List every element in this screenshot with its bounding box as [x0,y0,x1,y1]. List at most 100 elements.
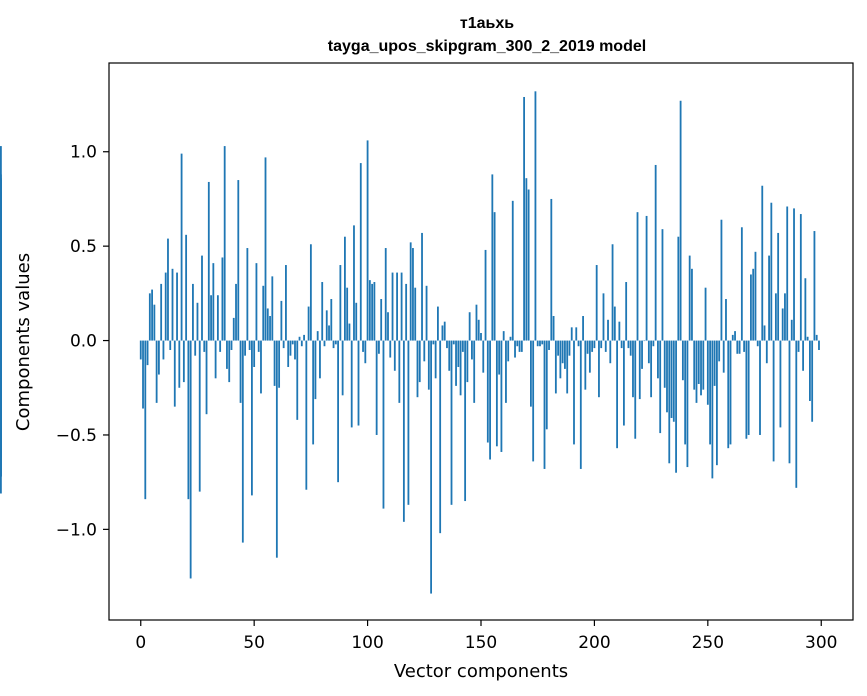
bars-group [0,91,820,594]
bar [294,340,296,360]
bar [271,276,274,341]
bar [160,283,163,341]
bar [216,295,219,341]
bar [598,340,600,398]
bar [557,340,560,356]
bar [718,340,721,362]
bar [162,340,165,360]
bar [323,340,326,347]
bar [187,340,190,500]
chart-subtitle: tayga_upos_skipgram_300_2_2019 model [328,38,646,55]
bar [579,340,582,469]
bar [348,323,351,341]
bar [412,248,414,341]
bar [684,340,687,445]
bar [616,340,618,449]
bar [716,340,718,466]
bar [446,340,448,349]
bar [686,340,689,468]
bar [309,244,312,341]
bar [806,336,809,341]
x-axis-label: Vector components [394,661,568,682]
bar [427,340,430,390]
bar [355,302,358,341]
bar [790,319,793,341]
bar [289,340,292,356]
bar [731,334,734,341]
bar [527,189,530,341]
y-axis-label: Components values [13,253,34,431]
bar [357,340,360,426]
bar [416,340,419,398]
bar [514,340,516,358]
bar [0,206,2,341]
bar [613,306,616,341]
bar [148,293,151,341]
bar [584,340,587,390]
bar [507,340,510,362]
bar [334,340,337,345]
bar [396,272,398,341]
bar [752,268,755,341]
bar [196,302,199,341]
bar [681,340,684,381]
bar [384,248,387,341]
bar [264,157,267,341]
bar [534,91,537,341]
bar [650,340,653,398]
bar [781,308,784,341]
bar [675,340,677,473]
bar [532,340,535,462]
bar [697,340,700,384]
bar [407,340,410,505]
bar [725,299,727,341]
bar [282,340,285,349]
bar [266,308,269,341]
bar [509,336,512,341]
bar [346,287,349,341]
x-tick-label: 200 [578,633,610,653]
bar [795,340,798,488]
bar [296,340,299,420]
bar [740,227,743,341]
bar [552,316,555,341]
x-tick-label: 250 [692,633,724,653]
bar [241,340,244,543]
x-tick-label: 300 [805,633,837,653]
bar [207,181,210,341]
bar [784,293,786,341]
bar [799,214,802,341]
bar [543,340,546,469]
bar [176,272,178,341]
bar [679,100,682,341]
y-tick-label: −0.5 [56,426,97,446]
bar [770,202,773,341]
bar [654,164,657,341]
bar [738,340,741,354]
bar [239,340,242,403]
bar [756,340,759,347]
x-tick-label: 100 [351,633,383,653]
bar [759,340,761,435]
bar [729,340,732,445]
bar [189,340,192,579]
bar [480,333,482,341]
bar [405,283,408,341]
bar [691,268,693,341]
bar [768,255,770,341]
bar [418,340,421,383]
bar [0,283,2,341]
bar [366,140,369,341]
bar [709,340,711,445]
bar [693,340,696,390]
bar [566,340,569,394]
bar [151,289,153,341]
bar [373,282,376,341]
bar [257,340,260,352]
bar [325,310,328,341]
chart-title: т1аьхь [460,15,514,32]
bar [668,340,671,464]
bar [666,340,668,413]
bar [169,340,172,350]
bar [625,282,628,341]
